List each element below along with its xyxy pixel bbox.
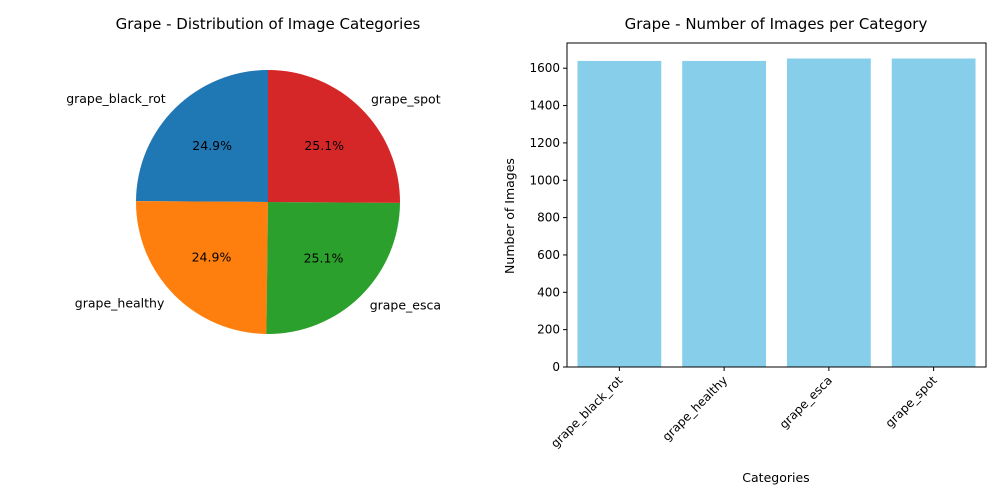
pie-category-label: grape_black_rot xyxy=(66,91,166,106)
pie-percent-label: 24.9% xyxy=(192,138,232,153)
y-tick-label: 800 xyxy=(537,211,560,225)
pie-title: Grape - Distribution of Image Categories xyxy=(116,15,421,33)
pie-percent-label: 24.9% xyxy=(192,249,232,264)
y-tick-label: 200 xyxy=(537,323,560,337)
x-tick-label: grape_spot xyxy=(883,373,940,430)
x-tick-label: grape_black_rot xyxy=(548,373,626,451)
bar-grape-esca xyxy=(786,58,871,368)
pie-category-label: grape_healthy xyxy=(75,296,165,311)
pie-category-label: grape_esca xyxy=(370,298,441,313)
y-tick-label: 1200 xyxy=(529,136,560,150)
x-tick-label: grape_healthy xyxy=(660,373,731,444)
pie-category-label: grape_spot xyxy=(371,92,441,107)
bar-chart: Grape - Number of Images per Category gr… xyxy=(502,15,987,485)
x-tick-label: grape_esca xyxy=(777,373,835,431)
y-axis-label: Number of Images xyxy=(502,158,517,274)
pie-slice-grape-esca xyxy=(266,202,400,334)
y-tick-label: 1600 xyxy=(529,61,560,75)
pie-slice-grape-spot xyxy=(268,70,400,203)
y-tick-label: 1400 xyxy=(529,99,560,113)
bar-plot-frame xyxy=(566,42,987,368)
pie-slice-grape-healthy xyxy=(136,201,268,334)
y-tick-label: 400 xyxy=(537,285,560,299)
bar-grape-black-rot xyxy=(577,60,662,368)
bar-grape-spot xyxy=(891,58,976,368)
pie-chart: Grape - Distribution of Image Categories… xyxy=(66,15,441,334)
y-tick-label: 600 xyxy=(537,248,560,262)
y-tick-label: 1000 xyxy=(529,173,560,187)
bar-grape-healthy xyxy=(682,60,767,368)
y-tick-label: 0 xyxy=(552,360,560,374)
pie-percent-label: 25.1% xyxy=(304,138,344,153)
pie-slice-grape-black-rot xyxy=(136,70,268,202)
x-axis-label: Categories xyxy=(742,470,809,485)
bar-title: Grape - Number of Images per Category xyxy=(625,15,928,33)
pie-percent-label: 25.1% xyxy=(304,251,344,266)
